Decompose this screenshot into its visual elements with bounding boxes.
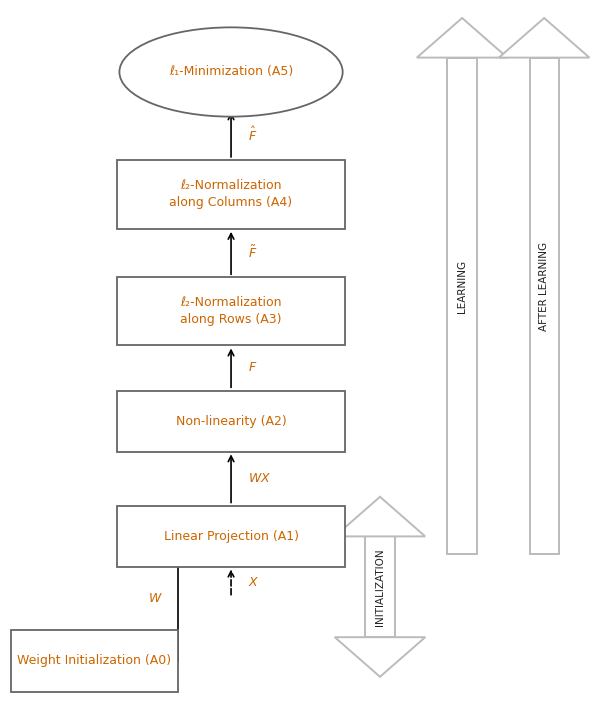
Polygon shape <box>335 497 425 536</box>
Text: LEARNING: LEARNING <box>457 260 467 312</box>
Text: $\tilde{F}$: $\tilde{F}$ <box>248 245 257 261</box>
Text: Non-linearity (A2): Non-linearity (A2) <box>176 415 286 428</box>
Text: INITIALIZATION: INITIALIZATION <box>375 548 385 626</box>
FancyBboxPatch shape <box>447 58 477 554</box>
Text: ℓ₁-Minimization (A5): ℓ₁-Minimization (A5) <box>169 66 293 78</box>
Polygon shape <box>417 18 507 58</box>
Text: ℓ₂-Normalization
along Rows (A3): ℓ₂-Normalization along Rows (A3) <box>181 296 282 326</box>
Polygon shape <box>499 18 589 58</box>
Text: $W$: $W$ <box>148 592 162 606</box>
Text: AFTER LEARNING: AFTER LEARNING <box>539 242 549 330</box>
Ellipse shape <box>119 27 343 117</box>
Text: $F$: $F$ <box>248 361 257 374</box>
FancyBboxPatch shape <box>117 277 345 346</box>
FancyBboxPatch shape <box>10 631 178 691</box>
FancyBboxPatch shape <box>365 536 395 637</box>
FancyBboxPatch shape <box>117 390 345 452</box>
Polygon shape <box>335 637 425 677</box>
Text: ℓ₂-Normalization
along Columns (A4): ℓ₂-Normalization along Columns (A4) <box>170 179 292 210</box>
FancyBboxPatch shape <box>117 505 345 567</box>
Text: Weight Initialization (A0): Weight Initialization (A0) <box>17 654 171 667</box>
Text: Linear Projection (A1): Linear Projection (A1) <box>164 530 299 543</box>
Text: $X$: $X$ <box>248 575 260 589</box>
FancyBboxPatch shape <box>117 161 345 229</box>
Text: $\hat{F}$: $\hat{F}$ <box>248 125 257 144</box>
FancyBboxPatch shape <box>530 58 559 554</box>
Text: $WX$: $WX$ <box>248 472 271 485</box>
